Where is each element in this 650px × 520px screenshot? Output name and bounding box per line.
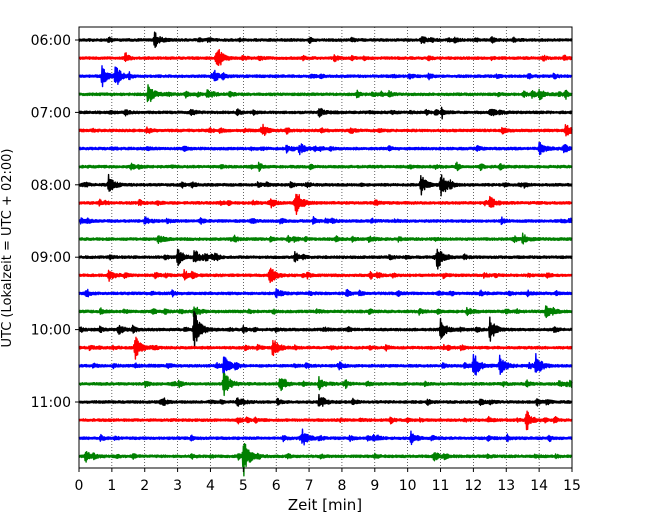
trace-0545 [78,31,573,49]
trace-0800 [78,193,573,216]
y-tick-label-3: 09:00 [31,250,71,266]
trace-1000 [78,336,573,360]
trace-1130 [78,442,573,477]
x-tick-label-14: 14 [530,478,548,494]
trace-0900 [78,267,573,284]
x-tick-label-1: 1 [107,478,116,494]
x-tick-label-3: 3 [173,478,182,494]
x-tick-label-13: 13 [497,478,515,494]
x-tick-label-5: 5 [239,478,248,494]
trace-0745 [78,173,573,197]
trace-1030 [78,372,573,397]
y-tick-label-5: 11:00 [31,395,71,411]
x-tick-label-4: 4 [206,478,215,494]
x-tick-label-11: 11 [432,478,450,494]
trace-0830 [78,232,573,245]
x-tick-label-0: 0 [75,478,84,494]
trace-0715 [78,141,573,156]
trace-0915 [78,288,573,299]
trace-1045 [78,393,573,407]
trace-0600 [78,49,573,67]
x-tick-label-15: 15 [563,478,581,494]
trace-0930 [78,305,573,319]
y-tick-label-1: 07:00 [31,105,71,121]
x-axis-label: Zeit [min] [288,496,362,514]
seismic-traces [78,31,573,477]
plot-frame [78,26,573,469]
trace-0645 [78,106,573,120]
y-axis-ticks: 06:00 07:00 08:00 09:00 10:00 11:00 [31,33,79,411]
y-tick-label-0: 06:00 [31,33,71,49]
y-tick-label-4: 10:00 [31,323,71,339]
x-tick-label-12: 12 [464,478,482,494]
trace-0845 [78,248,573,270]
y-axis-label: UTC (Lokalzeit = UTC + 02:00) [0,149,15,348]
trace-0630 [78,84,573,103]
trace-1100 [78,410,573,431]
x-tick-label-7: 7 [305,478,314,494]
trace-0615 [78,65,573,88]
x-tick-label-10: 10 [399,478,417,494]
x-tick-label-6: 6 [272,478,281,494]
trace-0815 [78,216,573,226]
y-tick-label-2: 08:00 [31,178,71,194]
x-axis-ticks: 0 1 2 3 4 5 6 7 8 9 10 11 12 13 14 15 [75,468,581,494]
trace-0945 [78,310,573,349]
trace-0700 [78,123,573,137]
x-tick-label-8: 8 [337,478,346,494]
trace-1015 [78,352,573,378]
x-tick-label-2: 2 [140,478,149,494]
trace-0730 [78,161,573,173]
x-tick-label-9: 9 [370,478,379,494]
trace-1115 [78,428,573,446]
